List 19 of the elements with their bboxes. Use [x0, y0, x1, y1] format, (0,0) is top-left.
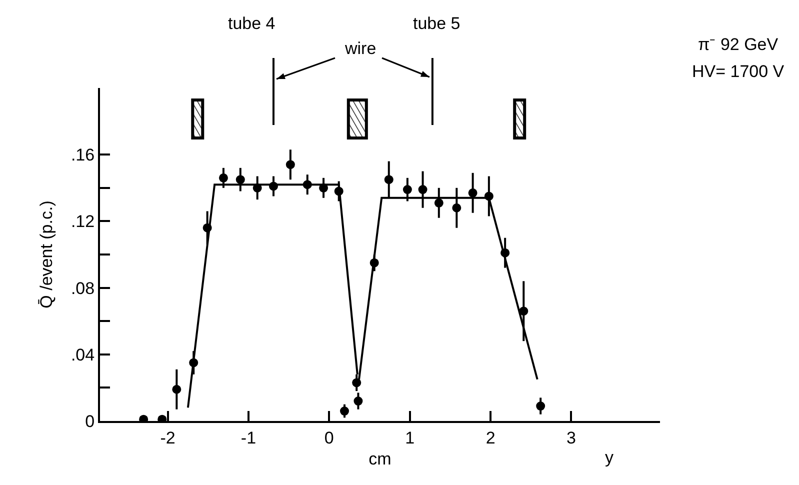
x-axis-title: cm: [368, 449, 392, 468]
x-tick-label: -2: [160, 428, 176, 448]
text: π⁻ 92 GeV: [698, 35, 779, 54]
y-tick-label: .12: [70, 212, 95, 232]
x-tick-label: 3: [566, 428, 576, 448]
y-tick-label: 0: [85, 412, 95, 431]
y-tick-label: .04: [70, 345, 95, 364]
y-axis-title: Q̄ /event (p.c.): [37, 200, 56, 308]
text: tube 4: [228, 14, 276, 33]
y-tick-label: .08: [70, 278, 95, 298]
x-tick-label: 2: [486, 428, 496, 448]
x-tick-label: -1: [240, 428, 256, 448]
text: HV= 1700 V: [692, 62, 785, 81]
x-tick-label: 0: [324, 428, 334, 448]
text: tube 5: [413, 14, 460, 33]
text: y: [605, 448, 614, 467]
y-tick-label: .16: [70, 146, 95, 165]
text: wire: [344, 39, 376, 58]
x-tick-label: 1: [405, 428, 415, 448]
